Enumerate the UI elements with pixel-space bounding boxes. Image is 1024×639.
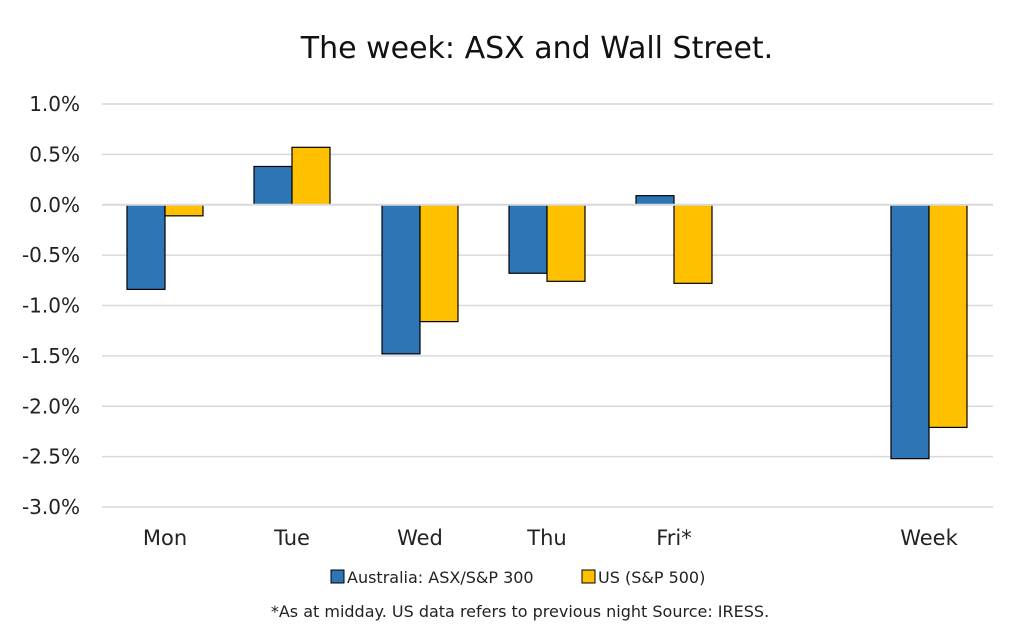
y-tick-label: 0.5% [29, 142, 80, 166]
bar-us-wed [419, 204, 459, 323]
x-tick-label: Thu [526, 526, 566, 550]
bars [126, 146, 968, 460]
footnote: *As at midday. US data refers to previou… [271, 602, 769, 621]
bar-australia-week [890, 204, 930, 460]
bar-us-thu [546, 204, 586, 282]
bar-us-fri [673, 204, 713, 284]
gridlines [102, 103, 993, 508]
y-tick-label: 1.0% [29, 92, 80, 116]
bar-australia-tue [253, 165, 293, 206]
bar-australia-thu [508, 204, 548, 274]
x-tick-label: Wed [397, 526, 443, 550]
y-tick-label: -2.5% [22, 445, 80, 469]
y-axis-ticks: 1.0% 0.5% 0.0% -0.5% -1.0% -1.5% -2.0% -2.5% -3.… [22, 92, 80, 519]
legend: Australia: ASX/S&P 300 US (S&P 500) [330, 568, 705, 587]
bar-us-tue [291, 146, 331, 206]
y-tick-label: -1.0% [22, 294, 80, 318]
y-tick-label: 0.0% [29, 193, 80, 217]
chart-title: The week: ASX and Wall Street. [300, 31, 773, 66]
bar-australia-wed [381, 204, 421, 355]
legend-swatch-australia [330, 569, 345, 584]
x-tick-label: Tue [273, 526, 310, 550]
legend-swatch-us [581, 569, 596, 584]
bar-australia-fri [635, 195, 675, 206]
y-tick-label: -2.0% [22, 394, 80, 418]
y-tick-label: -1.5% [22, 344, 80, 368]
y-tick-label: -0.5% [22, 243, 80, 267]
x-tick-label: Week [900, 526, 958, 550]
legend-label-us: US (S&P 500) [598, 568, 705, 587]
bar-us-mon [164, 204, 204, 217]
y-tick-label: -3.0% [22, 495, 80, 519]
x-tick-label: Fri* [656, 526, 692, 550]
x-tick-label: Mon [143, 526, 187, 550]
legend-label-australia: Australia: ASX/S&P 300 [347, 568, 534, 587]
bar-australia-mon [126, 204, 166, 290]
x-axis-ticks: Mon Tue Wed Thu Fri* Week [143, 526, 959, 550]
bar-us-week [928, 204, 968, 429]
